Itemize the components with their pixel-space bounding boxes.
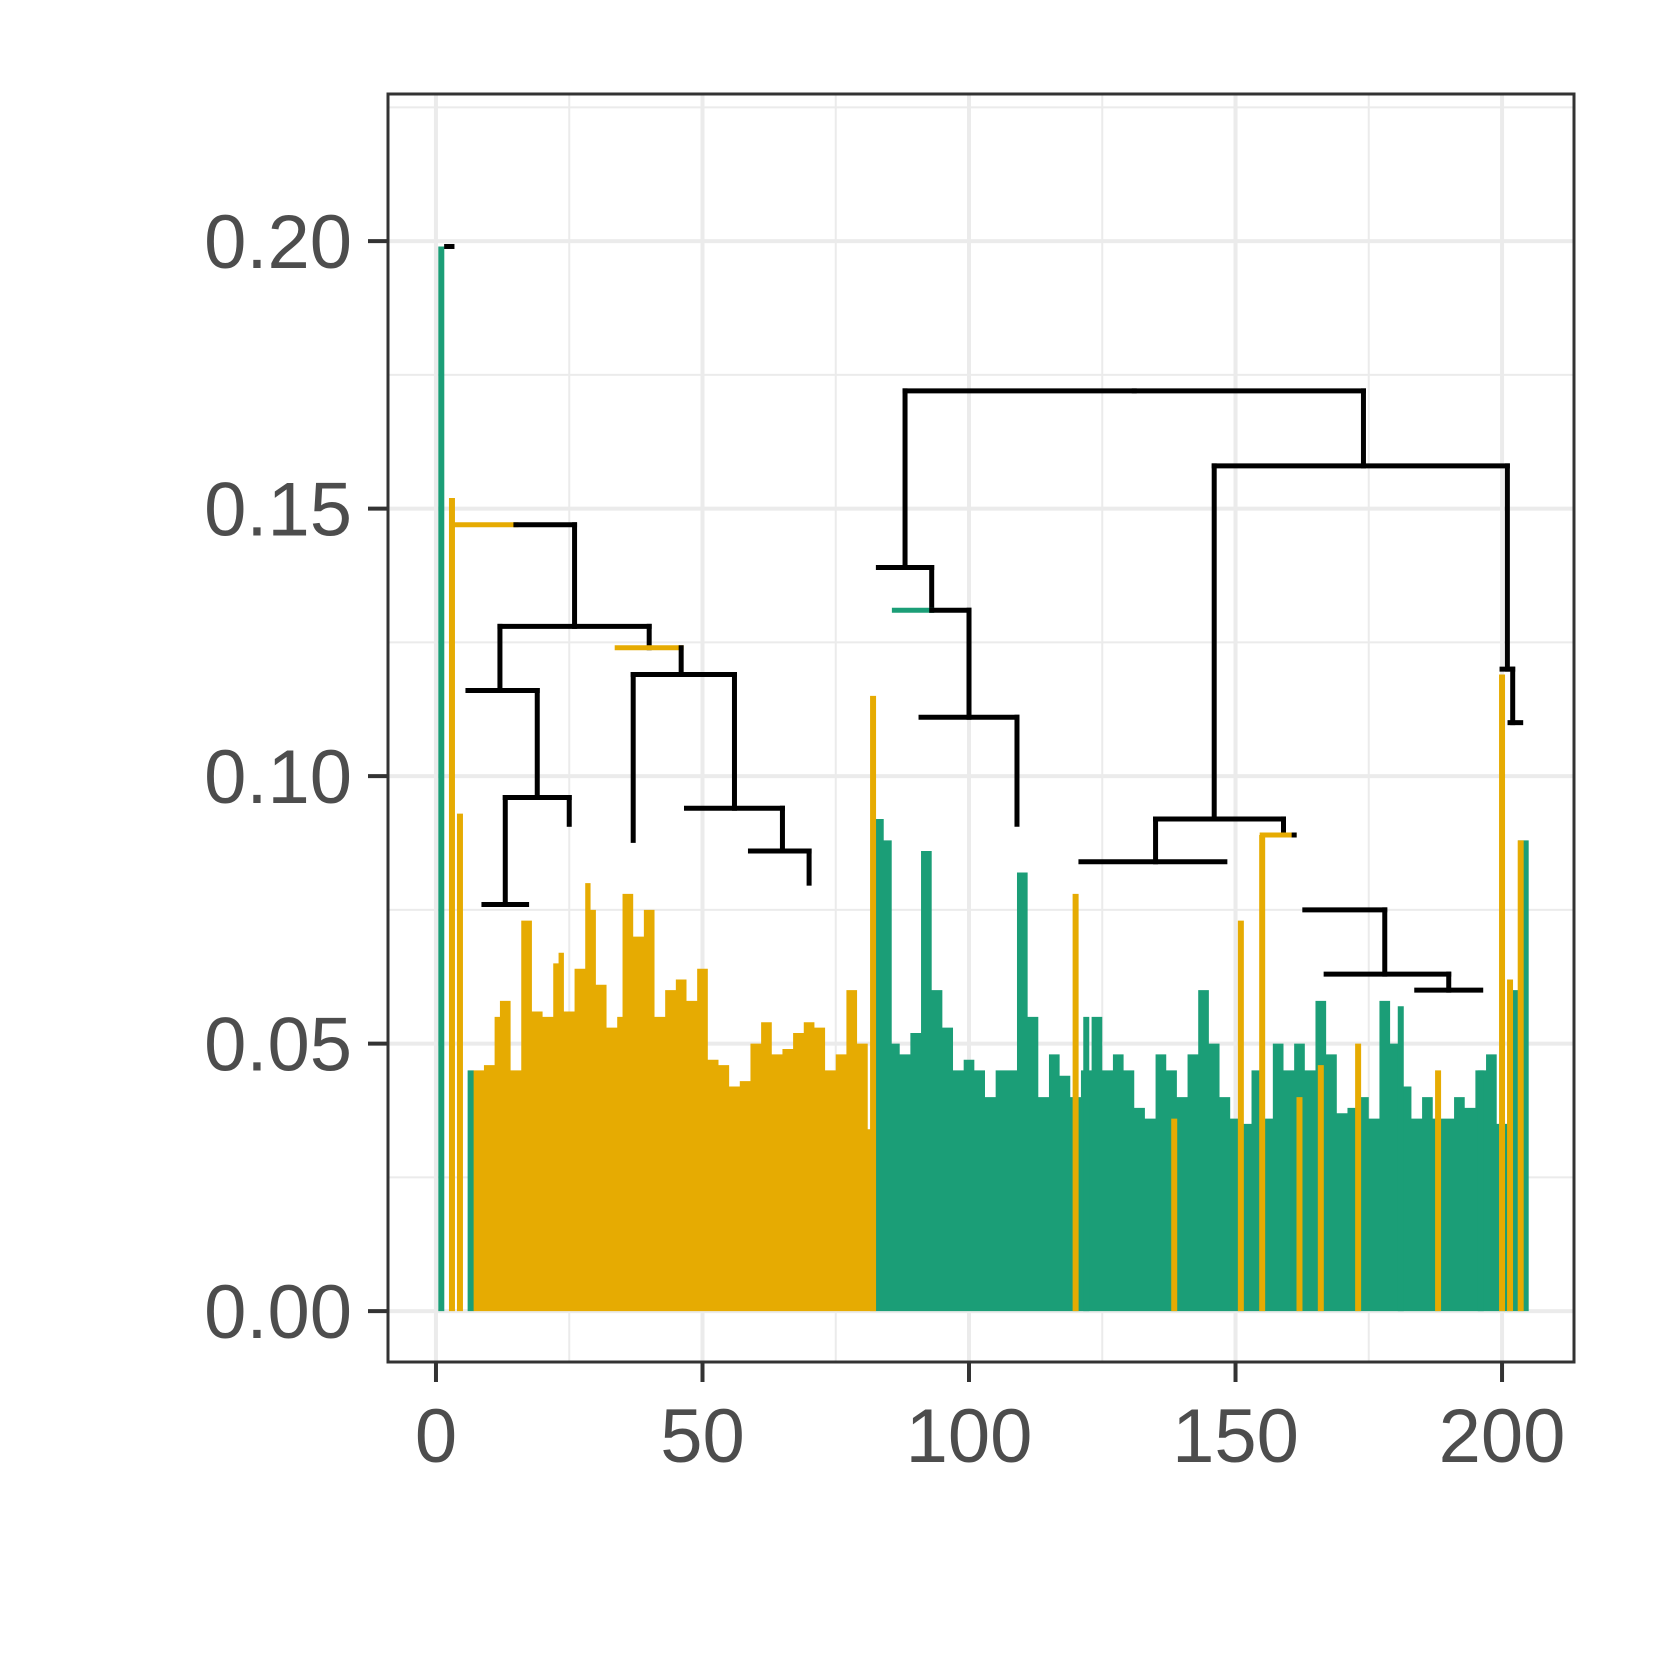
y-tick-label: 0.00 [204,1270,352,1355]
merge-branches [444,243,1524,993]
x-tick-label: 150 [1172,1394,1299,1479]
y-tick-label: 0.05 [204,1003,352,1088]
x-axis: 0 50 100 150 200 [415,1362,1566,1479]
y-axis: 0.00 0.05 0.10 0.15 0.20 [204,200,388,1355]
x-tick-label: 50 [660,1394,745,1479]
panel-border [386,92,1576,1364]
x-tick-label: 0 [415,1394,457,1479]
y-tick-label: 0.15 [204,468,352,553]
y-tick-label: 0.20 [204,200,352,285]
leaf-region-green [875,818,1529,1312]
leaf-branches [438,246,1529,1312]
x-tick-label: 100 [906,1394,1033,1479]
y-tick-label: 0.10 [204,735,352,820]
x-tick-label: 200 [1439,1394,1566,1479]
leaf-region-gold [473,883,876,1312]
